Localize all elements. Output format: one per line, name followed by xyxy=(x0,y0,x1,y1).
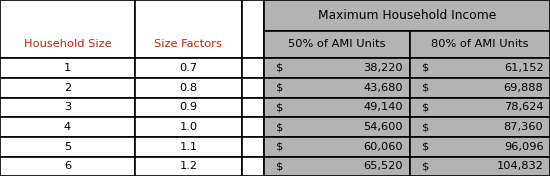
Text: $: $ xyxy=(422,142,429,152)
Bar xyxy=(135,58,242,78)
Text: $: $ xyxy=(276,162,283,171)
Bar xyxy=(264,31,410,58)
Text: 61,152: 61,152 xyxy=(504,63,543,73)
Bar xyxy=(264,78,410,98)
Text: $: $ xyxy=(276,122,283,132)
Bar xyxy=(410,157,550,176)
Bar xyxy=(242,117,264,137)
Text: 3: 3 xyxy=(64,102,71,112)
Bar xyxy=(0,58,135,78)
Bar xyxy=(410,98,550,117)
Bar xyxy=(264,117,410,137)
Text: 0.7: 0.7 xyxy=(179,63,197,73)
Text: 54,600: 54,600 xyxy=(364,122,403,132)
Text: Household Size: Household Size xyxy=(24,39,111,49)
Text: 96,096: 96,096 xyxy=(504,142,543,152)
Bar xyxy=(135,137,242,157)
Bar xyxy=(0,98,135,117)
Bar xyxy=(242,98,264,117)
Text: 1: 1 xyxy=(64,63,71,73)
Text: 0.9: 0.9 xyxy=(179,102,197,112)
Text: 0.8: 0.8 xyxy=(179,83,197,93)
Bar xyxy=(264,137,410,157)
Bar xyxy=(242,157,264,176)
Text: 80% of AMI Units: 80% of AMI Units xyxy=(431,39,529,49)
Text: Maximum Household Income: Maximum Household Income xyxy=(318,9,496,22)
Bar xyxy=(135,157,242,176)
Bar xyxy=(242,0,264,58)
Text: $: $ xyxy=(422,83,429,93)
Bar xyxy=(410,78,550,98)
Text: $: $ xyxy=(276,102,283,112)
Bar xyxy=(242,78,264,98)
Text: 69,888: 69,888 xyxy=(504,83,543,93)
Text: 4: 4 xyxy=(64,122,71,132)
Bar xyxy=(242,137,264,157)
Text: $: $ xyxy=(422,162,429,171)
Text: Size Factors: Size Factors xyxy=(155,39,222,49)
Bar xyxy=(264,157,410,176)
Text: 5: 5 xyxy=(64,142,71,152)
Bar xyxy=(264,58,410,78)
Text: $: $ xyxy=(422,122,429,132)
Bar xyxy=(135,0,242,58)
Text: 50% of AMI Units: 50% of AMI Units xyxy=(288,39,386,49)
Text: 1.2: 1.2 xyxy=(179,162,197,171)
Text: 49,140: 49,140 xyxy=(364,102,403,112)
Bar xyxy=(0,157,135,176)
Text: 65,520: 65,520 xyxy=(364,162,403,171)
Bar xyxy=(410,31,550,58)
Text: $: $ xyxy=(276,63,283,73)
Bar xyxy=(135,78,242,98)
Bar xyxy=(264,98,410,117)
Text: 60,060: 60,060 xyxy=(364,142,403,152)
Text: $: $ xyxy=(276,142,283,152)
Text: 2: 2 xyxy=(64,83,71,93)
Text: 78,624: 78,624 xyxy=(504,102,543,112)
Text: 104,832: 104,832 xyxy=(497,162,543,171)
Text: $: $ xyxy=(422,63,429,73)
Text: 1.1: 1.1 xyxy=(179,142,197,152)
Text: 6: 6 xyxy=(64,162,71,171)
Bar xyxy=(242,58,264,78)
Bar xyxy=(264,0,550,31)
Bar xyxy=(410,137,550,157)
Bar xyxy=(135,98,242,117)
Text: 43,680: 43,680 xyxy=(364,83,403,93)
Bar xyxy=(0,0,135,58)
Bar xyxy=(0,117,135,137)
Bar xyxy=(410,117,550,137)
Text: $: $ xyxy=(276,83,283,93)
Bar xyxy=(410,58,550,78)
Text: 1.0: 1.0 xyxy=(179,122,197,132)
Text: 38,220: 38,220 xyxy=(364,63,403,73)
Bar xyxy=(135,117,242,137)
Text: $: $ xyxy=(422,102,429,112)
Bar xyxy=(0,137,135,157)
Bar xyxy=(0,78,135,98)
Text: 87,360: 87,360 xyxy=(504,122,543,132)
